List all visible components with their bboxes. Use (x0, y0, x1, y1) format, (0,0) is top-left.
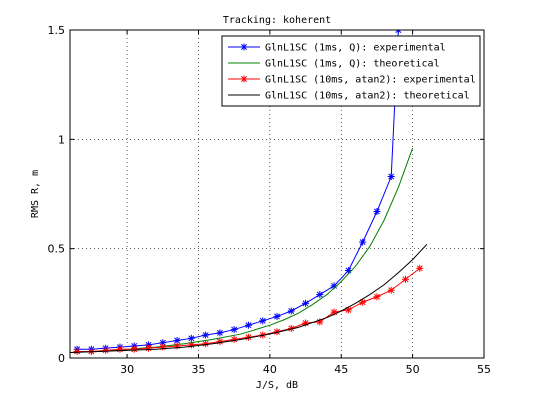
legend-marker (240, 75, 248, 83)
y-tick-label: 1 (58, 133, 65, 146)
data-point (159, 339, 167, 347)
y-tick-label: 0 (58, 352, 65, 365)
x-tick-label: 45 (334, 363, 348, 376)
data-point (373, 293, 381, 301)
legend-label: GlnL1SC (10ms, atan2): experimental (265, 75, 476, 86)
data-point (230, 326, 238, 334)
data-point (259, 317, 267, 325)
legend-label: GlnL1SC (1ms, Q): experimental (265, 43, 446, 54)
data-point (387, 173, 395, 181)
data-point (116, 345, 124, 353)
data-point (173, 342, 181, 350)
data-point (359, 298, 367, 306)
series-line-4 (70, 243, 428, 354)
x-tick-label: 35 (191, 363, 205, 376)
x-tick-label: 30 (120, 363, 134, 376)
data-point (159, 343, 167, 351)
data-point (202, 331, 210, 339)
x-tick-label: 40 (263, 363, 277, 376)
legend-box (221, 35, 481, 107)
data-point (401, 275, 409, 283)
legend: GlnL1SC (1ms, Q): experimental GlnL1SC (1… (221, 35, 481, 107)
data-point (416, 264, 424, 272)
plot-frame (69, 29, 485, 359)
legend-item: GlnL1SC (10ms, atan2): theoretical (228, 91, 470, 102)
y-axis-label: RMS R, m (30, 170, 41, 218)
legend-label: GlnL1SC (1ms, Q): theoretical (265, 59, 440, 70)
x-tick-label: 55 (477, 363, 491, 376)
data-point (216, 338, 224, 346)
data-point (230, 335, 238, 343)
data-point (202, 340, 210, 348)
data-point (387, 286, 395, 294)
legend-marker (240, 43, 248, 51)
data-point (145, 344, 153, 352)
legend-item: GlnL1SC (1ms, Q): experimental (228, 43, 446, 54)
y-tick-label: 1.5 (48, 24, 66, 37)
legend-item: GlnL1SC (1ms, Q): theoretical (228, 59, 440, 70)
data-point (287, 307, 295, 315)
data-point (373, 207, 381, 215)
x-axis-label: J/S, dB (256, 380, 298, 391)
data-point (73, 347, 81, 355)
data-point (316, 291, 324, 299)
data-point (244, 321, 252, 329)
data-point (302, 299, 310, 307)
y-tick-label: 0.5 (48, 243, 66, 256)
data-point (187, 334, 195, 342)
data-point (394, 30, 402, 34)
data-point (187, 341, 195, 349)
grid (70, 30, 484, 358)
data-point (102, 346, 110, 354)
x-tick-label: 50 (406, 363, 420, 376)
legend-item: GlnL1SC (10ms, atan2): experimental (228, 75, 476, 86)
series-layer (70, 30, 428, 355)
series-line-2 (70, 147, 414, 354)
axis-ticks: 30 35 40 45 50 55 0 0.5 1 1.5 (48, 24, 492, 376)
legend-label: GlnL1SC (10ms, atan2): theoretical (265, 91, 470, 102)
data-point (130, 345, 138, 353)
data-point (216, 329, 224, 337)
data-point (359, 238, 367, 246)
chart-title: Tracking: koherent (223, 15, 331, 26)
data-point (273, 312, 281, 320)
